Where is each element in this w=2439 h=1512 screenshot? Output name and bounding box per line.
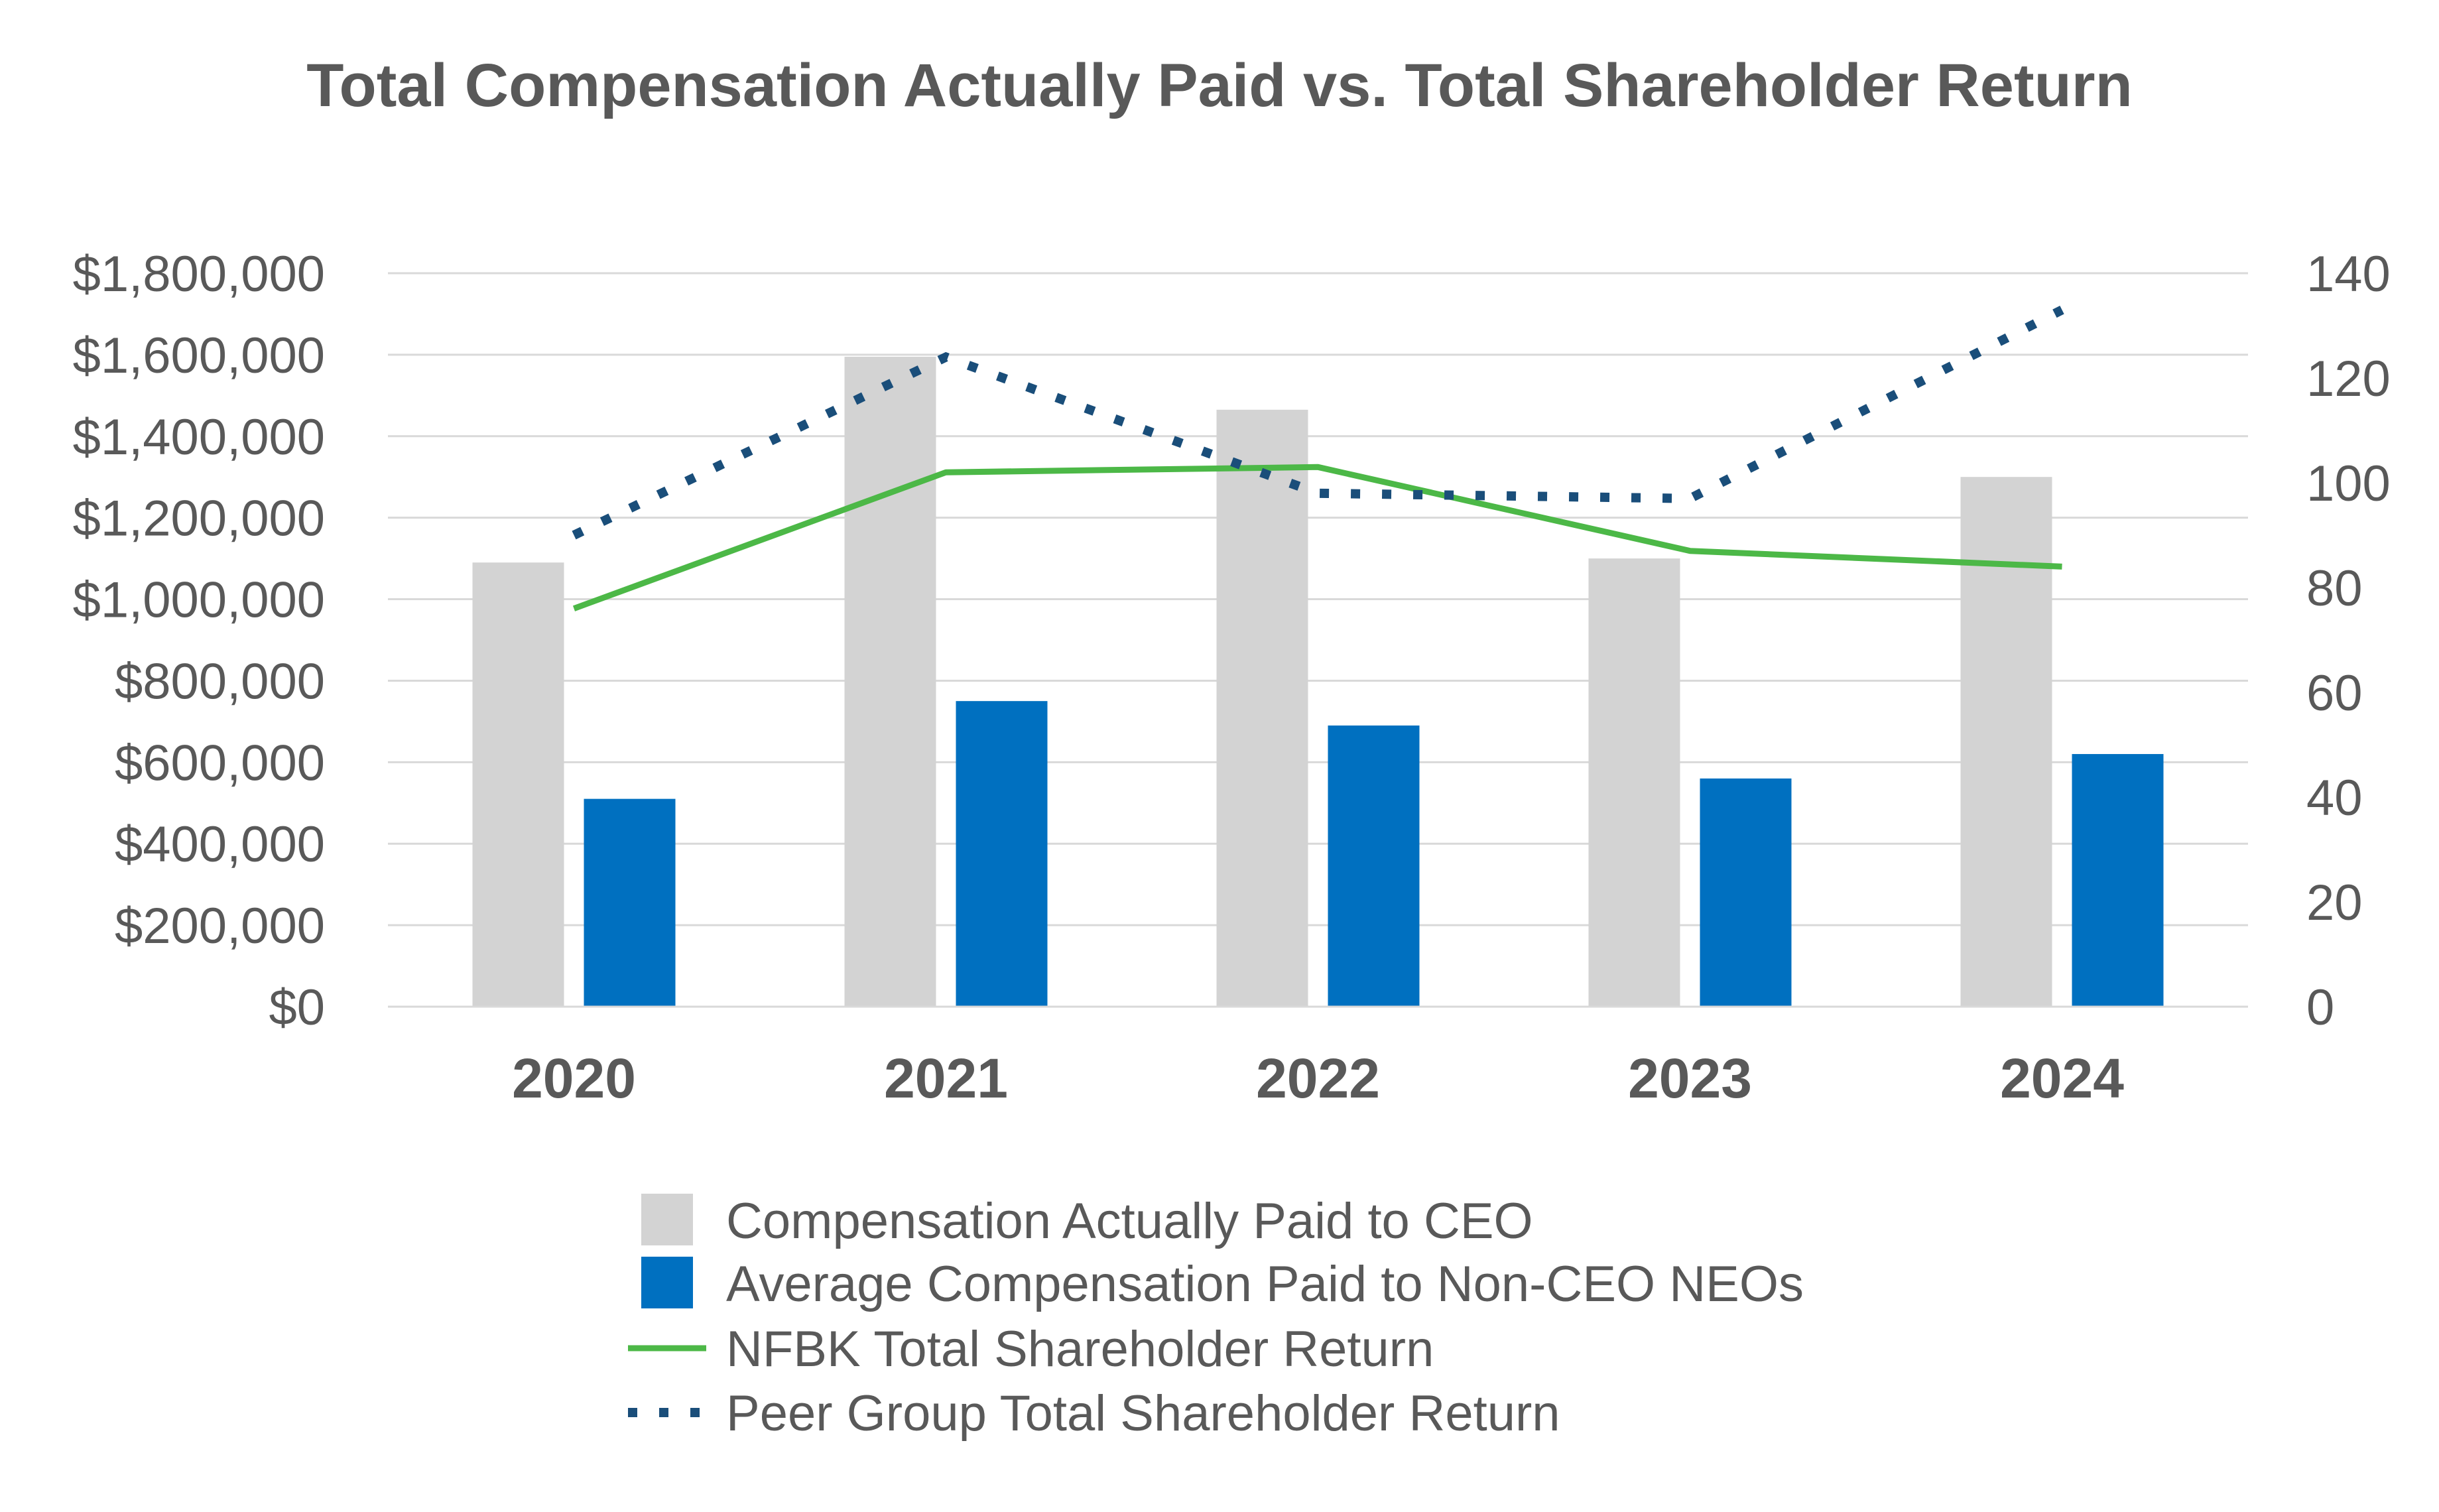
bar-neo-2022 xyxy=(1328,725,1420,1007)
legend-swatch xyxy=(641,1257,693,1308)
chart-title: Total Compensation Actually Paid vs. Tot… xyxy=(306,52,2133,119)
bars xyxy=(472,356,2164,1007)
right-tick-label: 140 xyxy=(2306,246,2391,302)
gridlines xyxy=(388,272,2248,1008)
left-tick-label: $200,000 xyxy=(115,898,325,954)
right-tick-label: 40 xyxy=(2306,770,2363,826)
bar-ceo-2020 xyxy=(472,562,564,1007)
x-axis: 2020 2021 2022 2023 2024 xyxy=(388,1005,2248,1109)
right-tick-label: 120 xyxy=(2306,351,2391,407)
right-tick-label: 60 xyxy=(2306,665,2363,722)
x-tick-label: 2020 xyxy=(512,1047,636,1109)
bar-ceo-2024 xyxy=(1960,477,2052,1007)
left-tick-label: $400,000 xyxy=(115,816,325,873)
bar-ceo-2022 xyxy=(1216,409,1308,1007)
bar-ceo-2023 xyxy=(1588,558,1680,1007)
left-tick-label: $1,800,000 xyxy=(73,246,325,302)
right-tick-label: 20 xyxy=(2306,875,2363,931)
right-axis: 0 20 40 60 80 100 120 140 xyxy=(2306,246,2391,1036)
x-tick-label: 2021 xyxy=(884,1047,1008,1109)
legend-label: NFBK Total Shareholder Return xyxy=(726,1321,1434,1377)
right-tick-label: 0 xyxy=(2306,979,2334,1036)
legend-label: Peer Group Total Shareholder Return xyxy=(726,1385,1560,1442)
legend: Compensation Actually Paid to CEO Average… xyxy=(628,1193,1804,1442)
bar-neo-2024 xyxy=(2072,754,2164,1007)
x-tick-label: 2023 xyxy=(1628,1047,1752,1109)
legend-label: Compensation Actually Paid to CEO xyxy=(726,1193,1533,1249)
legend-label: Average Compensation Paid to Non-CEO NEO… xyxy=(726,1256,1804,1312)
legend-swatch xyxy=(641,1194,693,1245)
left-tick-label: $1,200,000 xyxy=(73,491,325,547)
nfbk-tsr-line xyxy=(572,464,2062,611)
right-tick-label: 100 xyxy=(2306,456,2391,512)
left-tick-label: $0 xyxy=(269,979,325,1036)
bar-neo-2023 xyxy=(1700,778,1792,1007)
lines xyxy=(572,306,2064,611)
peer-tsr-line xyxy=(572,306,2064,540)
bar-neo-2021 xyxy=(956,701,1048,1007)
x-tick-label: 2024 xyxy=(2000,1047,2124,1109)
left-tick-label: $800,000 xyxy=(115,653,325,710)
left-tick-label: $1,600,000 xyxy=(73,328,325,384)
bar-neo-2020 xyxy=(584,798,676,1007)
left-tick-label: $600,000 xyxy=(115,735,325,791)
left-tick-label: $1,000,000 xyxy=(73,572,325,629)
left-tick-label: $1,400,000 xyxy=(73,409,325,466)
left-axis: $0 $200,000 $400,000 $600,000 $800,000 $1,000… xyxy=(73,246,325,1036)
bar-ceo-2021 xyxy=(844,356,936,1007)
x-tick-label: 2022 xyxy=(1256,1047,1380,1109)
right-tick-label: 80 xyxy=(2306,560,2363,617)
